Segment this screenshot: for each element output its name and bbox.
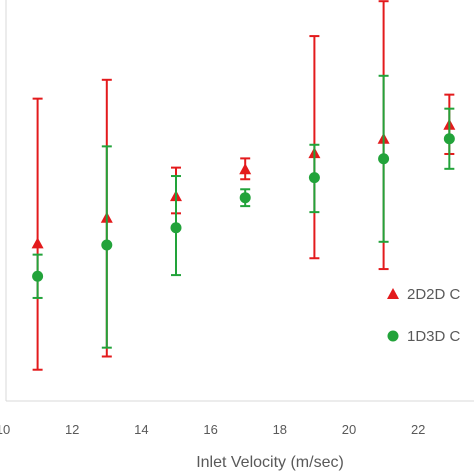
x-tick-label: 18	[273, 422, 287, 437]
data-point	[31, 237, 44, 249]
x-axis-ticks: 10 12 14 16 18 20 22	[0, 422, 425, 437]
x-tick-label: 20	[342, 422, 356, 437]
data-point	[170, 222, 182, 234]
data-point	[32, 270, 44, 282]
legend-label: 1D3D C	[407, 328, 461, 345]
data-point	[443, 133, 455, 145]
legend-marker	[387, 288, 399, 299]
x-tick-label: 16	[203, 422, 217, 437]
x-axis-title: Inlet Velocity (m/sec)	[196, 454, 344, 471]
data-point	[378, 153, 390, 165]
legend-marker	[387, 330, 399, 342]
plot-area	[31, 0, 456, 371]
data-point	[239, 192, 251, 204]
data-point	[308, 172, 320, 184]
legend: 2D2D C 1D3D C	[387, 286, 461, 345]
x-tick-label: 12	[65, 422, 79, 437]
series-1	[31, 0, 456, 371]
data-point	[101, 239, 113, 251]
x-tick-label: 10	[0, 422, 10, 437]
series-2	[32, 74, 455, 349]
x-tick-label: 22	[411, 422, 425, 437]
x-tick-label: 14	[134, 422, 148, 437]
data-point	[239, 163, 252, 175]
legend-label: 2D2D C	[407, 286, 461, 303]
